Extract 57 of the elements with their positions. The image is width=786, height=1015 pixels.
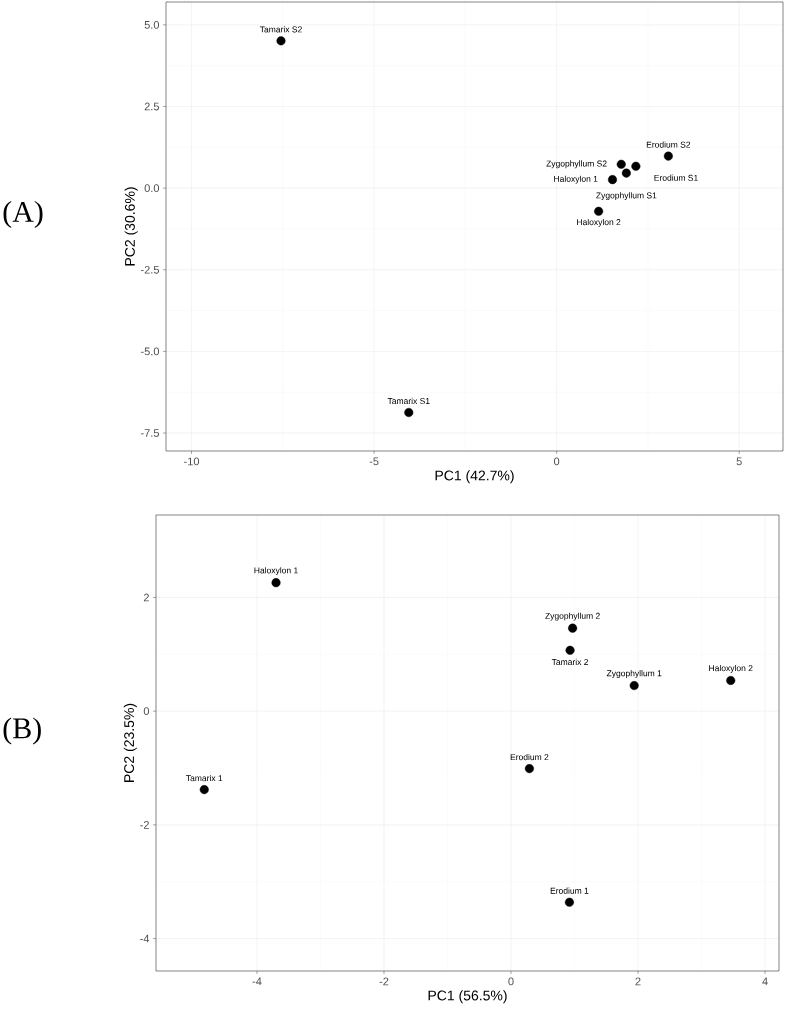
y-tick-label: -5.0 xyxy=(141,347,160,356)
point xyxy=(608,175,617,185)
x-tick-label: 2 xyxy=(635,977,641,986)
point xyxy=(276,36,286,46)
y-tick-label: -2.5 xyxy=(141,265,159,274)
point xyxy=(524,764,534,774)
y-tick-label: 2 xyxy=(143,593,149,602)
annotation: Tamarix 1 xyxy=(186,774,223,782)
annotation: Haloxylon 1 xyxy=(254,567,298,576)
annotation: Tamarix S2 xyxy=(259,26,302,33)
point xyxy=(629,681,639,691)
annotation: Erodium S2 xyxy=(646,141,691,148)
x-tick-label: 4 xyxy=(762,977,768,986)
y-tick-label: 0 xyxy=(143,707,150,716)
x-tick-label: -4 xyxy=(252,977,262,986)
point xyxy=(594,206,604,216)
y-tick-label: 2.5 xyxy=(144,102,159,111)
annotation: Zygophyllum S1 xyxy=(596,192,657,201)
text: (B) xyxy=(3,717,41,745)
point xyxy=(199,785,209,795)
annotation: Tamarix S1 xyxy=(387,397,430,405)
annotation: Haloxylon 2 xyxy=(577,218,621,227)
annotation: Erodium 1 xyxy=(550,887,589,894)
point xyxy=(621,168,631,178)
x-tick-label: -10 xyxy=(184,457,200,466)
annotation: Erodium S1 xyxy=(654,174,698,181)
text: (A) xyxy=(3,200,43,229)
point xyxy=(568,623,578,633)
x-axis-title: PC1 (56.5%) xyxy=(428,990,507,1004)
point xyxy=(663,151,673,161)
annotation: Haloxylon 2 xyxy=(709,664,753,673)
y-tick-label: -2 xyxy=(140,821,149,829)
annotation: Zygophyllum 1 xyxy=(606,670,662,678)
y-axis-title: PC2 (23.5%) xyxy=(123,703,137,782)
point xyxy=(404,407,414,417)
annotation: Zygophyllum 2 xyxy=(545,612,600,621)
y-tick-label: 5.0 xyxy=(144,20,160,29)
x-tick-label: 0 xyxy=(554,457,560,466)
x-tick-label: -2 xyxy=(379,977,389,986)
x-tick-label: 0 xyxy=(508,977,514,986)
y-tick-label: -4 xyxy=(140,934,150,943)
point xyxy=(564,897,574,907)
annotation: Zygophyllum S2 xyxy=(546,160,607,169)
y-axis-title: PC2 (30.6%) xyxy=(124,187,138,266)
y-tick-label: 0.0 xyxy=(144,184,160,193)
x-axis-title: PC1 (42.7%) xyxy=(435,470,514,484)
annotation: Haloxylon 1 xyxy=(554,175,598,184)
point xyxy=(616,159,626,169)
x-tick-label: -5 xyxy=(369,457,379,466)
x-tick-label: 5 xyxy=(736,457,742,466)
annotation: Erodium 2 xyxy=(510,753,549,761)
point xyxy=(726,675,736,685)
point xyxy=(271,578,281,588)
y-tick-label: -7.5 xyxy=(141,429,159,437)
point xyxy=(631,161,641,171)
point xyxy=(565,645,575,655)
annotation: Tamarix 2 xyxy=(551,658,589,665)
